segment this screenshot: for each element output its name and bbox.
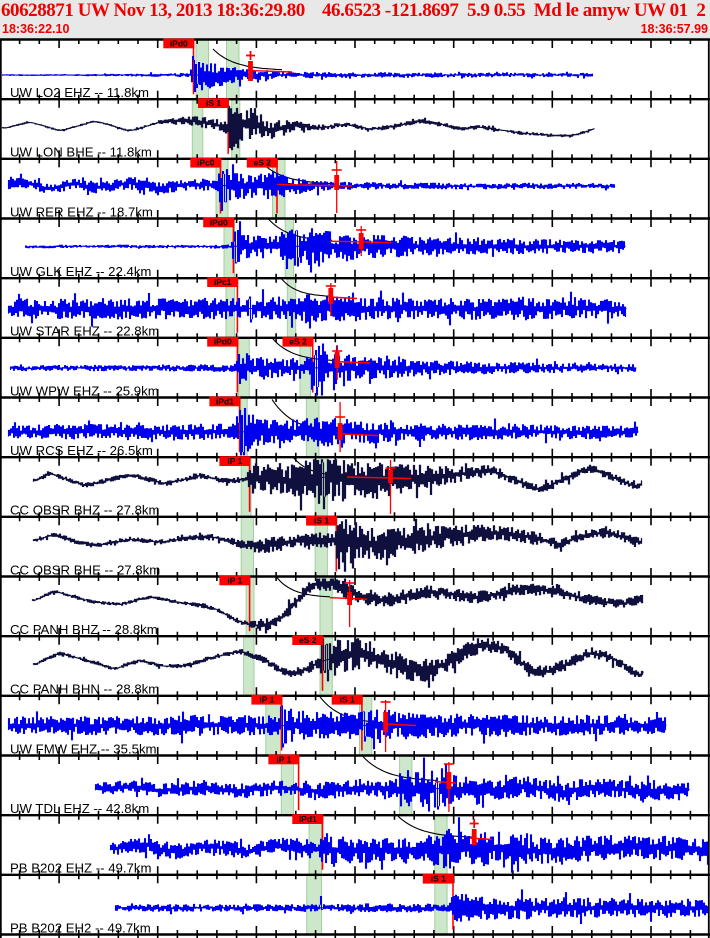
svg-text:CC PANH BHZ -- 28.8km: CC PANH BHZ -- 28.8km — [10, 622, 158, 637]
svg-text:iP 1: iP 1 — [227, 456, 242, 466]
svg-text:iS 1: iS 1 — [431, 874, 446, 884]
svg-text:iPc0: iPc0 — [197, 158, 215, 168]
svg-text:iPd1: iPd1 — [299, 814, 317, 824]
svg-text:iS 1: iS 1 — [314, 516, 329, 526]
svg-text:iPd0: iPd0 — [210, 217, 228, 227]
svg-text:eS 2: eS 2 — [299, 635, 317, 645]
svg-text:iPc1: iPc1 — [214, 277, 232, 287]
svg-text:CC QBSR BHE -- 27.8km: CC QBSR BHE -- 27.8km — [10, 562, 160, 577]
svg-text:UW LON BHE -- 11.8km: UW LON BHE -- 11.8km — [10, 145, 152, 160]
svg-text:UW STAR EHZ -- 22.8km: UW STAR EHZ -- 22.8km — [10, 324, 159, 339]
svg-text:CC PANH BHN -- 28.8km: CC PANH BHN -- 28.8km — [10, 682, 159, 697]
svg-text:iS 1: iS 1 — [340, 695, 355, 705]
svg-text:UW FMW EHZ -- 35.5km: UW FMW EHZ -- 35.5km — [10, 741, 157, 756]
svg-text:eS 2: eS 2 — [289, 337, 307, 347]
svg-text:iPd1: iPd1 — [216, 396, 234, 406]
svg-text:eS 2: eS 2 — [254, 158, 272, 168]
svg-text:UW GLK EHZ -- 22.4km: UW GLK EHZ -- 22.4km — [10, 264, 151, 279]
svg-text:iP 1: iP 1 — [227, 575, 242, 585]
svg-text:UW RCS EHZ -- 26.5km: UW RCS EHZ -- 26.5km — [10, 443, 153, 458]
svg-text:UW WPW EHZ -- 25.9km: UW WPW EHZ -- 25.9km — [10, 383, 159, 398]
svg-text:UW TDL EHZ -- 42.8km: UW TDL EHZ -- 42.8km — [10, 801, 149, 816]
svg-text:iP 1: iP 1 — [259, 695, 274, 705]
svg-text:UW RER EHZ -- 18.7km: UW RER EHZ -- 18.7km — [10, 204, 153, 219]
svg-text:iPd0: iPd0 — [170, 38, 188, 48]
svg-text:PB B202 EH2 -- 49.7km: PB B202 EH2 -- 49.7km — [10, 920, 151, 935]
svg-text:iP 1: iP 1 — [276, 754, 291, 764]
svg-text:PB B202 EHZ -- 49.7km: PB B202 EHZ -- 49.7km — [10, 861, 151, 876]
svg-text:CC QBSR BHZ -- 27.8km: CC QBSR BHZ -- 27.8km — [10, 503, 159, 518]
svg-text:iPd0: iPd0 — [214, 337, 232, 347]
svg-text:iS 1: iS 1 — [206, 98, 221, 108]
svg-text:UW LO2 EHZ -- 11.8km: UW LO2 EHZ -- 11.8km — [10, 85, 149, 100]
